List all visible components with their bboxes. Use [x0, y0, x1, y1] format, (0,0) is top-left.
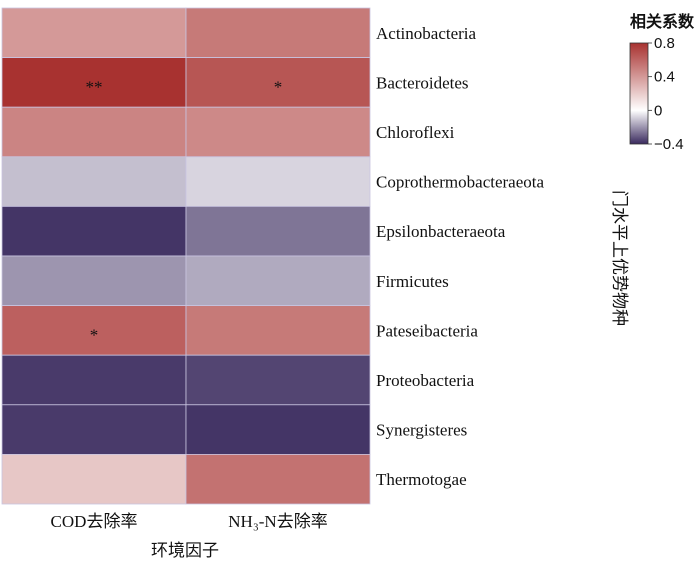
significance-mark: *: [90, 325, 99, 344]
row-labels: Actinobacteria Bacteroidetes Chloroflexi Co…: [376, 24, 544, 489]
heatmap-cells: [1, 7, 371, 505]
legend-title: 相关系数: [630, 12, 695, 31]
row-label: Actinobacteria: [376, 24, 477, 43]
significance-marks: ** **: [86, 77, 283, 344]
column-label: COD去除率: [51, 512, 138, 531]
legend-tick-label: 0.4: [654, 69, 675, 86]
row-label: Epsilonbacteraeota: [376, 222, 506, 241]
heatmap-cell: [1, 156, 187, 207]
heatmap-cell: [185, 255, 371, 306]
row-label: Proteobacteria: [376, 371, 475, 390]
heatmap-cell: [1, 404, 187, 455]
heatmap-cell: [185, 156, 371, 207]
legend-tick-label: 0.8: [654, 35, 675, 52]
legend-color-bar: [629, 42, 649, 145]
significance-mark: *: [274, 77, 283, 96]
heatmap-cell: [185, 205, 371, 257]
column-label: NH₃-N去除率: [228, 512, 327, 531]
heatmap-cell: [185, 57, 371, 108]
row-label: Synergisteres: [376, 421, 467, 440]
row-label: Pateseibacteria: [376, 321, 478, 340]
row-label: Firmicutes: [376, 272, 449, 291]
significance-mark: **: [86, 77, 103, 96]
heatmap-cell: [185, 404, 371, 455]
heatmap-cell: [185, 453, 371, 505]
heatmap-cell: [1, 255, 187, 306]
legend-tick-label: 0: [654, 102, 662, 119]
heatmap-cell: [1, 7, 187, 58]
heatmap-cell: [185, 354, 371, 406]
heatmap-cell: [185, 7, 371, 58]
row-label: Chloroflexi: [376, 123, 455, 142]
legend-tick-label: −0.4: [654, 136, 684, 153]
row-label: Coprothermobacteraeota: [376, 173, 544, 192]
row-label: Thermotogae: [376, 470, 467, 489]
heatmap-cell: [185, 305, 371, 356]
heatmap-cell: [1, 57, 187, 108]
heatmap-cell: [185, 106, 371, 158]
legend-ticks: 0.8 0.4 0 −0.4: [648, 35, 684, 153]
column-labels: COD去除率 NH₃-N去除率: [51, 512, 328, 531]
color-legend: 相关系数 0.8 0.4 0 −0.4: [629, 12, 695, 153]
row-label: Bacteroidetes: [376, 73, 469, 92]
heatmap-cell: [1, 205, 187, 257]
y-axis-title: 门水平上优势物种: [609, 190, 629, 326]
x-axis-title: 环境因子: [151, 541, 219, 561]
heatmap-cell: [1, 305, 187, 356]
heatmap-cell: [1, 106, 187, 158]
heatmap-cell: [1, 354, 187, 406]
heatmap-cell: [1, 453, 187, 505]
